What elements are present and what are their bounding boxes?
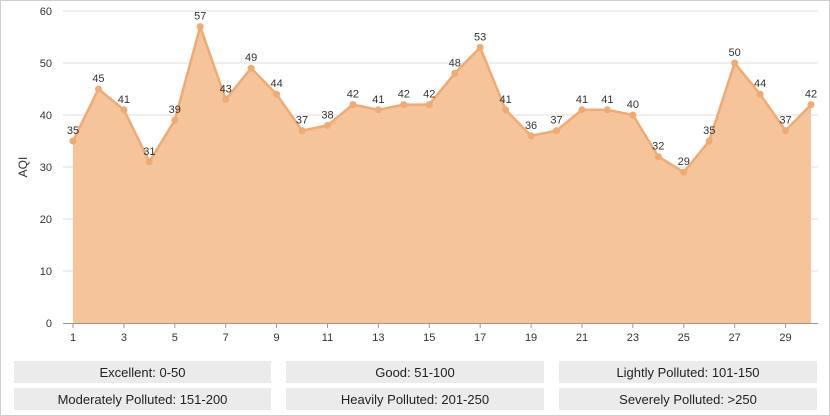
data-point	[756, 90, 764, 98]
data-label: 41	[601, 94, 613, 106]
x-tick-label: 17	[474, 332, 486, 344]
y-tick-label: 50	[40, 58, 52, 70]
x-tick-label: 19	[525, 332, 537, 344]
x-tick-label: 15	[423, 332, 435, 344]
data-label: 38	[321, 109, 333, 121]
data-label: 42	[398, 89, 410, 101]
data-label: 41	[499, 94, 511, 106]
data-label: 44	[270, 78, 282, 90]
legend-moderately-polluted: Moderately Polluted: 151-200	[14, 388, 271, 410]
x-tick-label: 25	[678, 332, 690, 344]
y-tick-label: 60	[40, 6, 52, 18]
data-point	[527, 132, 535, 140]
data-point	[705, 137, 713, 145]
data-point	[629, 111, 637, 119]
legend-heavily-polluted: Heavily Polluted: 201-250	[286, 388, 544, 410]
data-point	[349, 101, 357, 109]
data-label: 32	[652, 141, 664, 153]
y-tick-label: 40	[40, 110, 52, 122]
data-point	[69, 137, 77, 145]
data-label: 37	[779, 115, 791, 127]
data-point	[502, 106, 510, 114]
y-tick-label: 30	[40, 162, 52, 174]
data-label: 42	[423, 89, 435, 101]
data-point	[603, 106, 611, 114]
data-point	[807, 101, 815, 109]
data-point	[782, 127, 790, 135]
x-tick-label: 1	[70, 332, 76, 344]
data-point	[451, 69, 459, 77]
data-label: 41	[118, 94, 130, 106]
x-tick-label: 3	[121, 332, 127, 344]
data-point	[374, 106, 382, 114]
data-label: 41	[576, 94, 588, 106]
data-point	[94, 85, 102, 93]
data-point	[171, 116, 179, 124]
data-point	[145, 158, 153, 166]
y-tick-label: 20	[40, 214, 52, 226]
x-tick-label: 9	[274, 332, 280, 344]
data-label: 35	[703, 125, 715, 137]
data-point	[273, 90, 281, 98]
data-label: 42	[805, 89, 817, 101]
x-tick-label: 23	[627, 332, 639, 344]
legend-lightly-polluted: Lightly Polluted: 101-150	[559, 361, 817, 383]
data-point	[323, 121, 331, 129]
x-tick-label: 29	[779, 332, 791, 344]
data-point	[120, 106, 128, 114]
y-axis-label: AQI	[16, 157, 30, 178]
x-tick-label: 7	[223, 332, 229, 344]
data-label: 41	[372, 94, 384, 106]
data-label: 49	[245, 52, 257, 64]
y-tick-label: 0	[46, 318, 52, 330]
x-tick-label: 13	[372, 332, 384, 344]
data-label: 31	[143, 146, 155, 158]
data-label: 29	[678, 156, 690, 168]
x-tick-label: 27	[729, 332, 741, 344]
data-point	[196, 23, 204, 31]
data-point	[578, 106, 586, 114]
legend-good: Good: 51-100	[286, 361, 544, 383]
data-label: 37	[550, 115, 562, 127]
data-label: 39	[169, 104, 181, 116]
data-point	[680, 168, 688, 176]
x-tick-label: 5	[172, 332, 178, 344]
data-label: 57	[194, 11, 206, 23]
data-label: 35	[67, 125, 79, 137]
data-point	[476, 43, 484, 51]
data-point	[247, 64, 255, 72]
legend-severely-polluted: Severely Polluted: >250	[559, 388, 817, 410]
data-label: 45	[92, 73, 104, 85]
y-tick-label: 10	[40, 266, 52, 278]
data-point	[731, 59, 739, 67]
data-label: 43	[220, 83, 232, 95]
aqi-area-fill	[73, 26, 811, 323]
data-point	[654, 153, 662, 161]
data-label: 44	[754, 78, 766, 90]
x-tick-label: 21	[576, 332, 588, 344]
data-label: 36	[525, 120, 537, 132]
data-label: 40	[627, 99, 639, 111]
data-point	[222, 95, 230, 103]
aqi-series-line	[71, 25, 812, 174]
data-label: 37	[296, 115, 308, 127]
data-point	[298, 127, 306, 135]
data-point	[553, 127, 561, 135]
legend-excellent: Excellent: 0-50	[14, 361, 271, 383]
data-label: 50	[729, 47, 741, 59]
data-label: 48	[449, 57, 461, 69]
data-point	[425, 101, 433, 109]
data-point	[400, 101, 408, 109]
data-label: 42	[347, 89, 359, 101]
data-label: 53	[474, 31, 486, 43]
x-tick-label: 11	[322, 332, 333, 344]
